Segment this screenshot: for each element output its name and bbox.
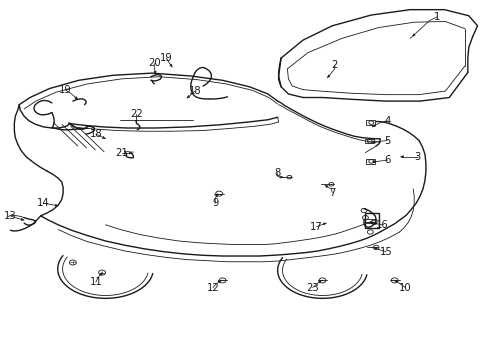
Text: 4: 4 — [384, 116, 390, 126]
Text: 22: 22 — [130, 109, 142, 119]
Text: 23: 23 — [306, 283, 319, 293]
Text: 19: 19 — [160, 53, 172, 63]
Text: 10: 10 — [398, 283, 411, 293]
Text: 20: 20 — [148, 58, 160, 68]
Text: 12: 12 — [206, 283, 219, 293]
Text: 1: 1 — [433, 12, 439, 22]
Text: 8: 8 — [274, 168, 280, 178]
Text: 3: 3 — [414, 152, 420, 162]
Text: 6: 6 — [384, 155, 390, 165]
Text: 15: 15 — [379, 247, 391, 257]
Text: 17: 17 — [310, 222, 323, 231]
Text: 7: 7 — [328, 188, 335, 198]
Text: 11: 11 — [89, 277, 102, 287]
Text: 18: 18 — [89, 129, 102, 139]
Text: 13: 13 — [4, 211, 17, 221]
Text: 14: 14 — [37, 198, 50, 208]
Text: 16: 16 — [375, 220, 388, 230]
Text: 21: 21 — [115, 148, 128, 158]
Text: 5: 5 — [384, 136, 390, 145]
Text: 9: 9 — [212, 198, 218, 208]
Text: 2: 2 — [331, 60, 337, 70]
Text: 18: 18 — [188, 86, 201, 96]
Text: 19: 19 — [59, 85, 71, 95]
